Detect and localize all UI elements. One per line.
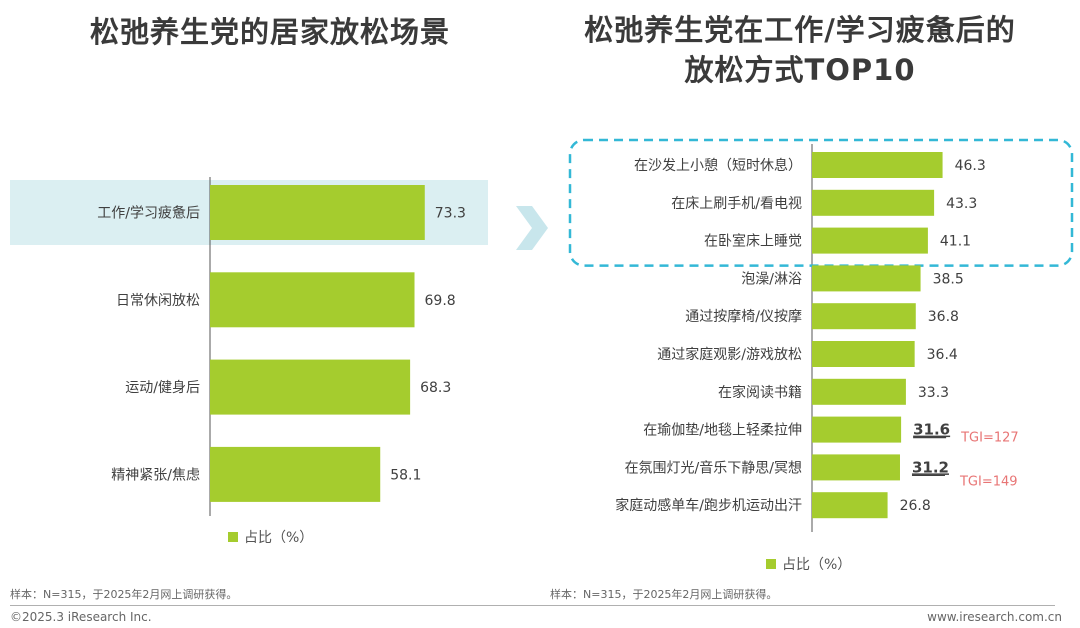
- right-bar: [812, 227, 928, 254]
- left-chart-title: 松弛养生党的居家放松场景: [89, 15, 450, 49]
- left-bar: [210, 446, 381, 502]
- left-bar: [210, 359, 411, 415]
- right-value-label: 41.1: [940, 234, 971, 250]
- left-value-label: 69.8: [425, 293, 456, 309]
- right-bar: [812, 492, 888, 519]
- footer-website: www.iresearch.com.cn: [927, 610, 1062, 624]
- right-bar: [812, 152, 943, 178]
- right-chart-title: 松弛养生党在工作/学习疲惫后的 放松方式TOP10: [540, 10, 1060, 90]
- highlight-dashed-box: [568, 138, 1074, 267]
- right-category-label: 在沙发上小憩（短时休息）: [634, 157, 802, 174]
- right-legend: 占比（%）: [766, 554, 851, 574]
- tgi-annotation: TGI=127: [960, 431, 1019, 446]
- right-value-label: 26.8: [900, 498, 931, 514]
- right-value-label: 31.6: [913, 421, 950, 439]
- right-value-label: 36.4: [927, 347, 958, 363]
- right-category-label: 泡澡/淋浴: [741, 271, 802, 287]
- right-value-label: 31.2: [912, 458, 949, 476]
- right-category-label: 在床上刷手机/看电视: [671, 196, 802, 212]
- footer-divider: [10, 605, 1055, 606]
- left-value-label: 73.3: [435, 206, 466, 222]
- chevron-arrow-part: [516, 206, 548, 250]
- right-chart-title-line2: 放松方式TOP10: [684, 53, 916, 87]
- left-value-label: 68.3: [420, 380, 451, 396]
- left-category-label: 工作/学习疲惫后: [97, 205, 200, 222]
- right-category-label: 在氛围灯光/音乐下静思/冥想: [625, 459, 802, 476]
- right-category-label: 在瑜伽垫/地毯上轻柔拉伸: [643, 423, 802, 439]
- right-category-label: 家庭动感单车/跑步机运动出汗: [615, 497, 802, 514]
- tgi-annotation: TGI=149: [959, 474, 1018, 489]
- right-bar: [812, 303, 916, 330]
- right-bar: [812, 265, 921, 292]
- right-chart-title-line1: 松弛养生党在工作/学习疲惫后的: [584, 13, 1016, 47]
- right-value-label: 33.3: [918, 385, 949, 401]
- right-bar: [812, 454, 900, 481]
- right-sample-note: 样本：N=315，于2025年2月网上调研获得。: [550, 588, 778, 601]
- right-value-label: 36.8: [928, 309, 959, 325]
- chevron-arrow-icon: [516, 206, 548, 250]
- right-value-label: 43.3: [946, 196, 977, 212]
- right-legend-label: 占比（%）: [782, 557, 852, 573]
- left-bar: [210, 185, 425, 240]
- left-legend: 占比（%）: [228, 527, 313, 547]
- left-legend-swatch: [228, 532, 238, 542]
- right-category-label: 在家阅读书籍: [718, 384, 802, 401]
- right-bar: [812, 416, 902, 443]
- right-category-label: 通过按摩椅/仪按摩: [685, 308, 802, 325]
- right-value-label: 38.5: [933, 271, 964, 287]
- left-value-label: 58.1: [390, 467, 421, 483]
- footer-copyright: ©2025.3 iResearch Inc.: [10, 610, 152, 624]
- right-category-label: 通过家庭观影/游戏放松: [657, 346, 802, 363]
- left-legend-label: 占比（%）: [244, 530, 314, 546]
- right-category-label: 在卧室床上睡觉: [704, 233, 802, 250]
- left-category-label: 运动/健身后: [125, 380, 200, 396]
- right-bar: [812, 378, 906, 405]
- left-sample-note: 样本：N=315，于2025年2月网上调研获得。: [10, 588, 238, 601]
- right-legend-swatch: [766, 559, 776, 569]
- right-value-label: 46.3: [955, 158, 986, 174]
- right-bar: [812, 341, 915, 367]
- left-bar: [210, 272, 415, 328]
- left-category-label: 日常休闲放松: [116, 293, 200, 309]
- right-bar: [812, 189, 935, 216]
- left-category-label: 精神紧张/焦虑: [111, 467, 200, 483]
